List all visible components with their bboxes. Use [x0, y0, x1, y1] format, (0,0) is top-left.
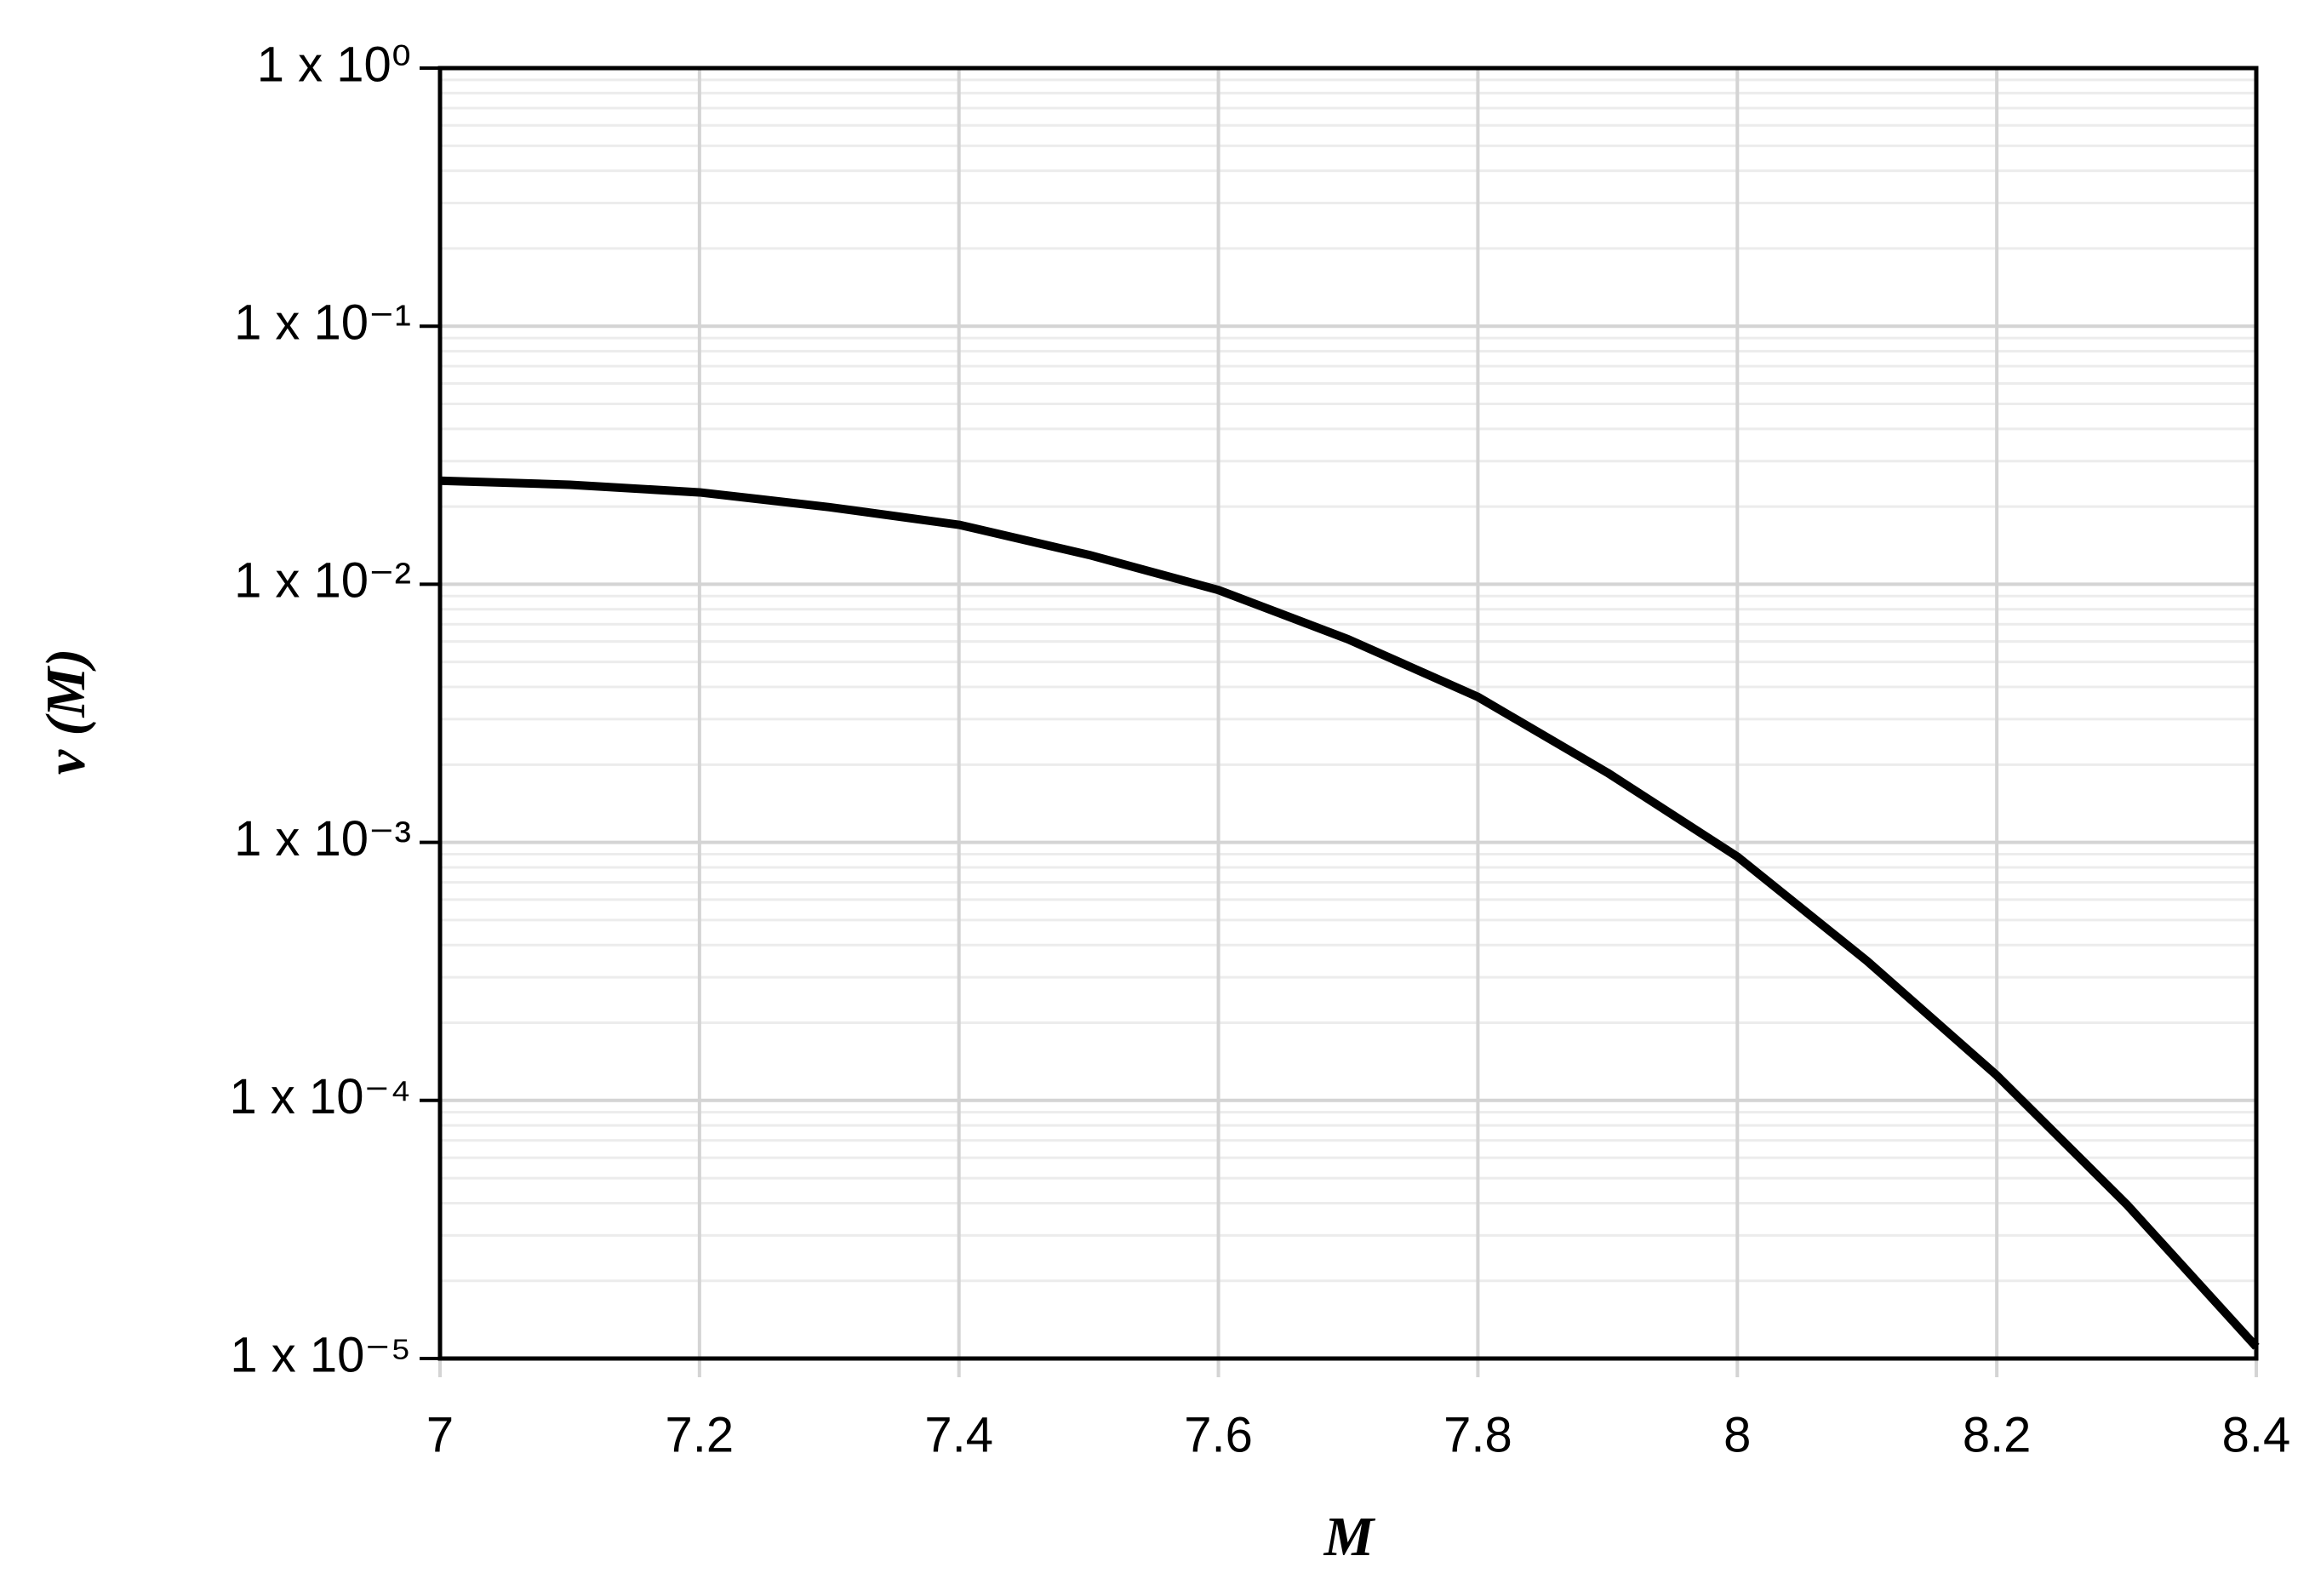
x-tick-label: 7.4	[924, 1407, 993, 1462]
y-tick-label: 1 x 10⁻³	[234, 811, 411, 867]
x-tick-label: 7.6	[1184, 1407, 1253, 1462]
y-tick-label: 1 x 10⁻²	[234, 553, 411, 609]
y-tick-label: 1 x 10⁻⁵	[230, 1327, 411, 1382]
x-axis-title: M	[1323, 1506, 1376, 1568]
x-tick-label: 8.2	[1963, 1407, 2032, 1462]
x-tick-label: 7	[426, 1407, 454, 1462]
line-series	[439, 476, 2260, 1350]
y-axis-title: v (M)	[35, 649, 97, 775]
plot-frame	[437, 66, 2259, 1361]
x-tick-label: 8	[1723, 1407, 1751, 1462]
y-tick-label: 1 x 10⁻¹	[234, 295, 411, 351]
x-tick-label: 7.2	[666, 1407, 735, 1462]
x-tick-label: 7.8	[1443, 1407, 1512, 1462]
x-tick-label: 8.4	[2222, 1407, 2291, 1462]
y-tick-label: 1 x 10⁰	[257, 37, 411, 92]
y-tick-label: 1 x 10⁻⁴	[229, 1069, 411, 1124]
